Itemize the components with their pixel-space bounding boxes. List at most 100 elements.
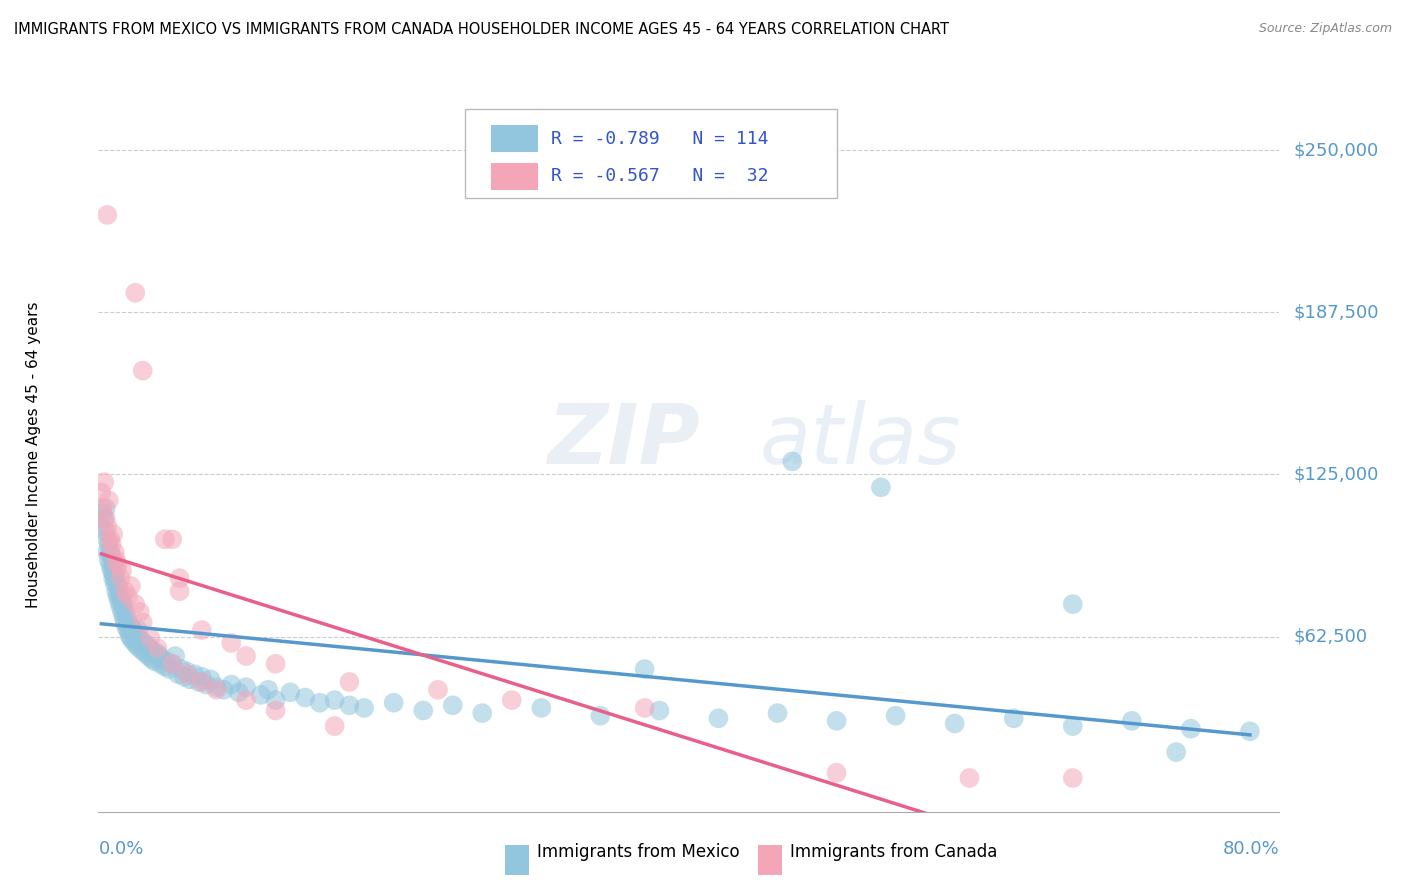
Point <box>100 563 122 577</box>
Point <box>90 485 112 500</box>
Point <box>114 584 136 599</box>
Point <box>219 636 242 650</box>
Point <box>162 533 183 547</box>
Point <box>94 524 117 539</box>
Point <box>104 576 127 591</box>
Point <box>115 620 138 634</box>
Point <box>111 594 134 608</box>
Point <box>125 639 148 653</box>
Point <box>118 628 141 642</box>
FancyBboxPatch shape <box>491 125 537 153</box>
Point <box>93 475 115 490</box>
Point <box>825 765 848 780</box>
Point <box>219 677 242 691</box>
Text: 0.0%: 0.0% <box>98 840 143 858</box>
Point <box>228 685 250 699</box>
Point <box>278 685 302 699</box>
Point <box>1002 711 1025 725</box>
Point <box>94 501 117 516</box>
Point <box>162 657 183 671</box>
Text: $125,000: $125,000 <box>1294 466 1379 483</box>
Point <box>589 708 612 723</box>
Point <box>127 623 149 637</box>
Point <box>124 285 146 300</box>
Point <box>176 667 198 681</box>
Point <box>128 605 150 619</box>
Point <box>108 584 131 599</box>
Point <box>100 550 122 565</box>
Point <box>633 701 655 715</box>
FancyBboxPatch shape <box>491 163 537 190</box>
Text: IMMIGRANTS FROM MEXICO VS IMMIGRANTS FROM CANADA HOUSEHOLDER INCOME AGES 45 - 64: IMMIGRANTS FROM MEXICO VS IMMIGRANTS FRO… <box>14 22 949 37</box>
Point <box>169 584 191 599</box>
Point <box>96 208 118 222</box>
FancyBboxPatch shape <box>464 109 837 198</box>
Point <box>191 670 214 684</box>
Point <box>1180 722 1202 736</box>
Point <box>155 654 177 668</box>
Point <box>264 693 287 707</box>
Point <box>264 704 287 718</box>
Point <box>103 527 125 541</box>
Point <box>471 706 494 720</box>
Point <box>107 558 129 573</box>
Point <box>97 553 120 567</box>
Point <box>98 533 121 547</box>
Point <box>191 623 214 637</box>
Point <box>105 584 128 599</box>
Point <box>120 579 142 593</box>
Point <box>124 597 146 611</box>
Point <box>179 673 201 687</box>
Point <box>412 704 434 718</box>
Point <box>120 620 142 634</box>
Point <box>110 599 132 614</box>
Point <box>121 633 143 648</box>
Point <box>176 665 198 679</box>
Point <box>128 641 150 656</box>
Point <box>124 628 146 642</box>
Point <box>142 644 165 658</box>
Point <box>124 636 146 650</box>
Point <box>110 571 132 585</box>
Point <box>141 651 163 665</box>
Point <box>110 590 132 604</box>
Point <box>103 558 125 573</box>
Point <box>153 659 176 673</box>
Point <box>146 647 169 661</box>
Point <box>105 563 128 577</box>
Point <box>135 647 157 661</box>
Point <box>353 701 375 715</box>
Point <box>111 605 134 619</box>
Point <box>162 657 183 671</box>
Text: $250,000: $250,000 <box>1294 141 1379 159</box>
Text: $62,500: $62,500 <box>1294 628 1368 646</box>
Point <box>200 673 222 687</box>
Point <box>150 651 173 665</box>
Point <box>134 636 156 650</box>
Point <box>103 571 125 585</box>
Point <box>212 682 235 697</box>
Point <box>139 631 162 645</box>
Point <box>132 363 155 377</box>
Point <box>97 537 120 551</box>
Point <box>107 590 129 604</box>
Point <box>1239 724 1261 739</box>
Point <box>187 675 209 690</box>
Point <box>1062 597 1084 611</box>
Point <box>337 675 360 690</box>
Point <box>323 719 346 733</box>
Point <box>115 610 138 624</box>
Point <box>100 537 122 551</box>
Point <box>93 511 115 525</box>
Point <box>96 545 118 559</box>
Text: 80.0%: 80.0% <box>1223 840 1279 858</box>
Point <box>114 605 136 619</box>
Point <box>111 563 134 577</box>
Point <box>169 571 191 585</box>
Text: Source: ZipAtlas.com: Source: ZipAtlas.com <box>1258 22 1392 36</box>
Point <box>1121 714 1143 728</box>
Point <box>148 648 170 663</box>
Point <box>105 574 128 588</box>
Point <box>884 708 907 723</box>
Text: Immigrants from Canada: Immigrants from Canada <box>790 843 997 861</box>
